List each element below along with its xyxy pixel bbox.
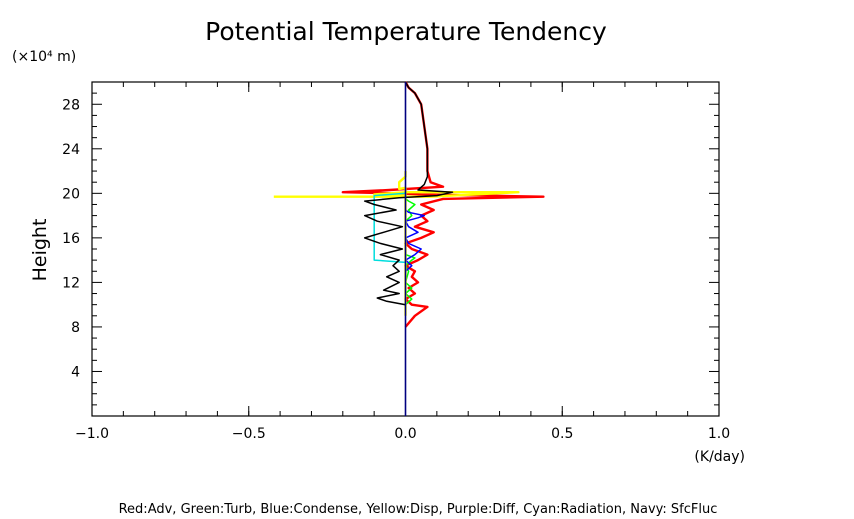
y-tick-label: 16 bbox=[62, 231, 80, 247]
tick-labels: −1.0 −0.5 0.0 0.5 1.0 4 8 12 16 20 24 28 bbox=[62, 97, 730, 442]
y-tick-label: 8 bbox=[71, 320, 80, 336]
x-tick-label: 0.0 bbox=[394, 426, 416, 442]
x-tick-label: −0.5 bbox=[232, 426, 266, 442]
y-tick-label: 12 bbox=[62, 275, 80, 291]
legend-text: Red:Adv, Green:Turb, Blue:Condense, Yell… bbox=[119, 502, 718, 517]
series-green-turb bbox=[404, 193, 416, 306]
y-tick-label: 24 bbox=[62, 142, 80, 158]
y-tick-label: 28 bbox=[62, 97, 80, 113]
chart-title: Potential Temperature Tendency bbox=[205, 17, 607, 46]
series-cyan-radiation bbox=[373, 192, 406, 264]
y-axis-unit: (×10⁴ m) bbox=[12, 49, 76, 65]
y-tick-label: 20 bbox=[62, 186, 80, 202]
y-tick-label: 4 bbox=[71, 364, 80, 380]
axis-ticks bbox=[91, 82, 720, 416]
series-blue-condense bbox=[404, 209, 426, 272]
y-axis-label: Height bbox=[29, 219, 51, 282]
x-axis-label: (K/day) bbox=[694, 449, 745, 465]
series-black bbox=[363, 81, 454, 306]
x-tick-label: 1.0 bbox=[708, 426, 730, 442]
x-tick-label: 0.5 bbox=[551, 426, 573, 442]
series-lines bbox=[273, 81, 545, 416]
x-tick-label: −1.0 bbox=[75, 426, 109, 442]
